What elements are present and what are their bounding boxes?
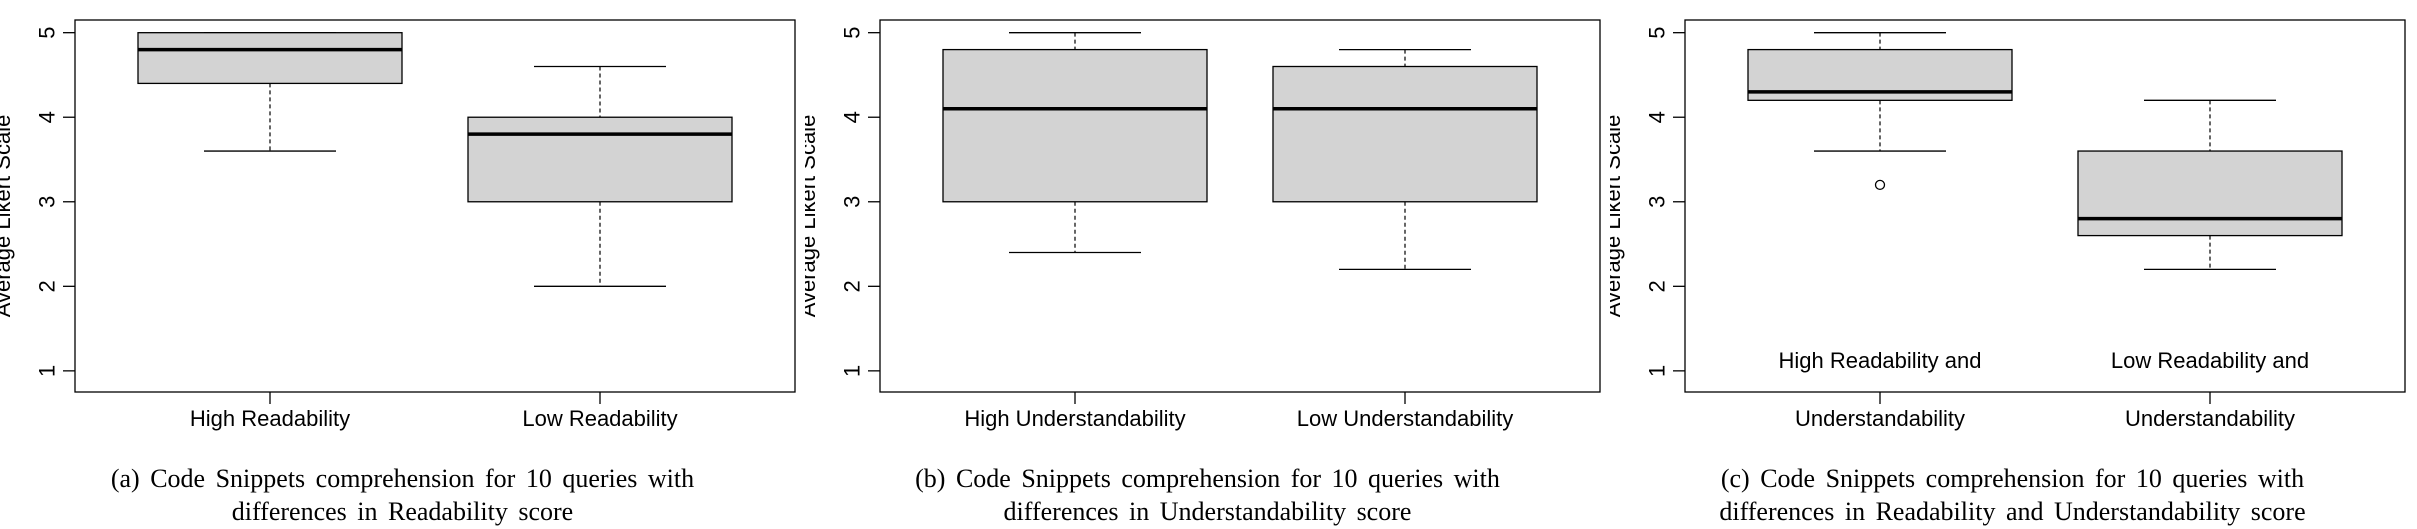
- plot-frame: [74, 19, 796, 393]
- caption-line: (a) Code Snippets comprehension for 10 q…: [110, 464, 695, 493]
- y-tick-label: 1: [35, 365, 60, 377]
- y-tick-label: 2: [840, 280, 865, 292]
- panel-a: 1 2 3 4 5 Average Likert Scale High Readabilit…: [0, 0, 805, 529]
- x-tick-label: High Readability and: [1778, 348, 1981, 373]
- plot-frame: [879, 19, 1601, 393]
- panel-b: 1 2 3 4 5 Average Likert Scale High Understand…: [805, 0, 1610, 529]
- x-tick-label: Low Understandability: [1297, 406, 1513, 431]
- box: [137, 32, 403, 85]
- outlier-point: [1874, 179, 1886, 191]
- boxplot-c: 1 2 3 4 5 Average Likert Scale High Readabilit…: [1610, 19, 2406, 431]
- y-tick-label: 5: [840, 27, 865, 39]
- x-tick-label: Low Readability: [522, 406, 677, 431]
- y-axis-label: Average Likert Scale: [0, 115, 15, 318]
- y-tick-label: 2: [1645, 280, 1670, 292]
- caption-line: (c) Code Snippets comprehension for 10 q…: [1720, 464, 2305, 493]
- x-tick-label: Understandability: [1795, 406, 1965, 431]
- y-axis-label: Average Likert Scale: [1610, 115, 1625, 318]
- box: [1272, 65, 1538, 203]
- y-tick-label: 3: [1645, 196, 1670, 208]
- y-tick-label: 5: [35, 27, 60, 39]
- y-tick-label: 4: [1645, 111, 1670, 123]
- y-tick-label: 3: [35, 196, 60, 208]
- x-tick-label: Understandability: [2125, 406, 2295, 431]
- caption-line: (b) Code Snippets comprehension for 10 q…: [915, 464, 1500, 493]
- caption-c: (c) Code Snippets comprehension for 10 q…: [1610, 462, 2415, 528]
- y-tick-label: 1: [1645, 365, 1670, 377]
- boxplot-a: 1 2 3 4 5 Average Likert Scale High Readabilit…: [0, 19, 796, 431]
- box: [467, 116, 733, 203]
- plot-frame: [1684, 19, 2406, 393]
- boxplot-b: 1 2 3 4 5 Average Likert Scale High Understand…: [805, 19, 1601, 431]
- box: [942, 48, 1208, 203]
- caption-line: differences in Understandability score: [1003, 497, 1412, 526]
- box: [2077, 150, 2343, 237]
- caption-line: differences in Readability score: [231, 497, 574, 526]
- caption-b: (b) Code Snippets comprehension for 10 q…: [805, 462, 1610, 528]
- x-tick-label: High Readability: [190, 406, 350, 431]
- y-axis-label: Average Likert Scale: [805, 115, 820, 318]
- y-tick-label: 1: [840, 365, 865, 377]
- y-tick-label: 3: [840, 196, 865, 208]
- panel-c: 1 2 3 4 5 Average Likert Scale High Readabilit…: [1610, 0, 2415, 529]
- y-tick-label: 5: [1645, 27, 1670, 39]
- x-tick-label: High Understandability: [964, 406, 1185, 431]
- caption-a: (a) Code Snippets comprehension for 10 q…: [0, 462, 805, 528]
- x-tick-label: Low Readability and: [2111, 348, 2309, 373]
- y-tick-label: 4: [840, 111, 865, 123]
- y-tick-label: 4: [35, 111, 60, 123]
- y-tick-label: 2: [35, 280, 60, 292]
- caption-line: differences in Readability and Understan…: [1719, 497, 2306, 526]
